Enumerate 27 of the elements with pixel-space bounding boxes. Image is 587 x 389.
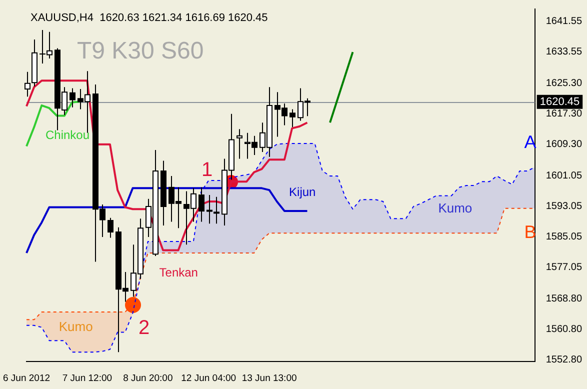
x-tick-label: 6 Jun 2012	[3, 372, 50, 384]
y-tick-label: 1625.30	[546, 78, 582, 90]
ref-line-label: 1620.45	[540, 96, 580, 108]
x-tick-label: 8 Jun 20:00	[123, 372, 173, 384]
y-tick-label: 1593.05	[546, 201, 582, 212]
x-tick-label: 7 Jun 12:00	[62, 372, 112, 384]
chart-title: XAUUSD,H4 1620.63 1621.34 1616.69 1620.45	[30, 12, 268, 24]
y-tick-label: 1560.80	[546, 324, 582, 335]
series-label: Kijun	[289, 185, 316, 200]
y-tick-label: 1552.80	[546, 354, 582, 366]
annotation: 2	[138, 316, 150, 339]
y-tick-label: 1585.05	[546, 232, 582, 243]
y-tick-label: 1568.80	[546, 293, 582, 304]
y-tick-label: 1633.55	[546, 46, 582, 58]
series-label: Chinkou	[45, 128, 90, 142]
y-tick-label: 1617.30	[546, 108, 582, 120]
annotation: Kumo	[58, 318, 93, 334]
y-tick-label: 1577.05	[546, 262, 582, 274]
annotation: 1	[202, 158, 213, 181]
x-tick-label: 12 Jun 04:00	[181, 372, 236, 384]
annotation: T9 K30 S60	[76, 38, 204, 65]
y-tick-label: 1641.55	[546, 16, 582, 28]
y-tick-label: 1601.05	[546, 170, 582, 182]
series-label: Tenkan	[159, 265, 198, 280]
x-tick-label: 13 Jun 13:00	[242, 372, 297, 384]
y-tick-label: 1609.30	[546, 139, 582, 150]
annotation: Kumo	[438, 200, 472, 216]
